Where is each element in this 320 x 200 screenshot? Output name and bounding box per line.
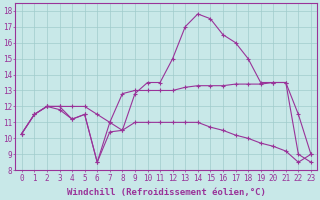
- X-axis label: Windchill (Refroidissement éolien,°C): Windchill (Refroidissement éolien,°C): [67, 188, 266, 197]
